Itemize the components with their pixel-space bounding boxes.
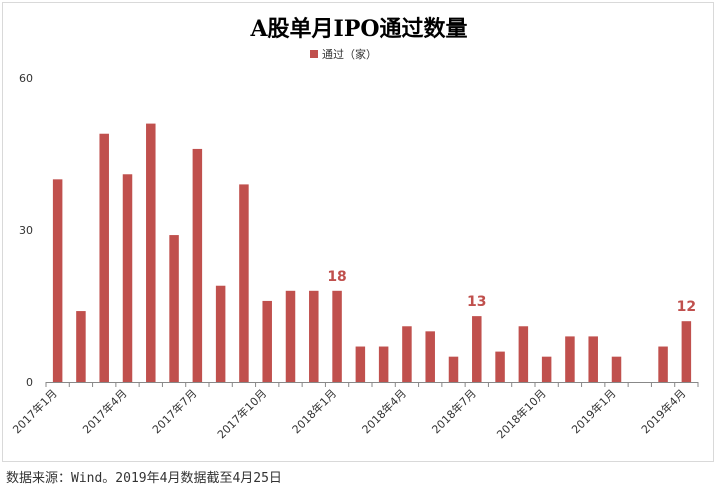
bar (378, 346, 389, 382)
bar (355, 346, 366, 382)
bar (518, 326, 529, 382)
data-label: 18 (327, 269, 346, 285)
bar (565, 336, 575, 382)
bar (169, 235, 179, 382)
x-tick-label: 2018年4月 (359, 386, 409, 436)
bar (472, 316, 482, 382)
bar (215, 285, 226, 382)
bar (541, 356, 552, 382)
x-tick-label: 2019年1月 (568, 386, 618, 436)
bar (495, 351, 505, 382)
annotations: 18 13 12 (327, 269, 696, 315)
bar (146, 123, 156, 382)
y-tick-label: 0 (26, 376, 33, 389)
chart-title: A股单月IPO通过数量 (249, 16, 467, 42)
x-tick-label: 2017年1月 (10, 386, 60, 436)
bar (588, 336, 598, 382)
legend-swatch (310, 50, 318, 58)
data-label: 12 (677, 299, 696, 315)
bar (122, 174, 133, 382)
bar (448, 356, 459, 382)
x-tick-label: 2017年4月 (79, 386, 129, 436)
bar (681, 321, 692, 382)
bar (192, 148, 203, 382)
bar (285, 290, 296, 382)
x-tick-label: 2017年7月 (149, 386, 199, 436)
bar (76, 311, 86, 382)
x-tick-label: 2018年10月 (494, 386, 549, 441)
bar (402, 326, 412, 382)
bars (52, 123, 692, 382)
y-tick-label: 30 (19, 224, 33, 237)
bar (332, 290, 342, 382)
bar (309, 290, 319, 382)
bar (52, 179, 63, 382)
x-tick-label: 2018年7月 (429, 386, 479, 436)
chart-frame: A股单月IPO通过数量 通过（家） 0 30 60 2017年1月 2017年4月 20… (2, 2, 714, 462)
source-note: 数据来源：Wind。2019年4月数据截至4月25日 (6, 471, 282, 486)
bar (425, 331, 435, 382)
bar (99, 133, 109, 382)
legend-label: 通过（家） (322, 47, 377, 61)
x-tick-label: 2018年1月 (289, 386, 339, 436)
x-axis: 2017年1月 2017年4月 2017年7月 2017年10月 2018年1月 2018… (10, 382, 699, 441)
bar (239, 184, 249, 382)
legend: 通过（家） (310, 47, 377, 61)
bar (611, 356, 622, 382)
bar (262, 300, 272, 382)
y-axis: 0 30 60 (19, 72, 33, 389)
y-tick-label: 60 (19, 72, 33, 85)
x-tick-label: 2019年4月 (638, 386, 688, 436)
x-tick-label: 2017年10月 (214, 386, 269, 441)
data-label: 13 (467, 294, 486, 310)
bar (658, 346, 668, 382)
